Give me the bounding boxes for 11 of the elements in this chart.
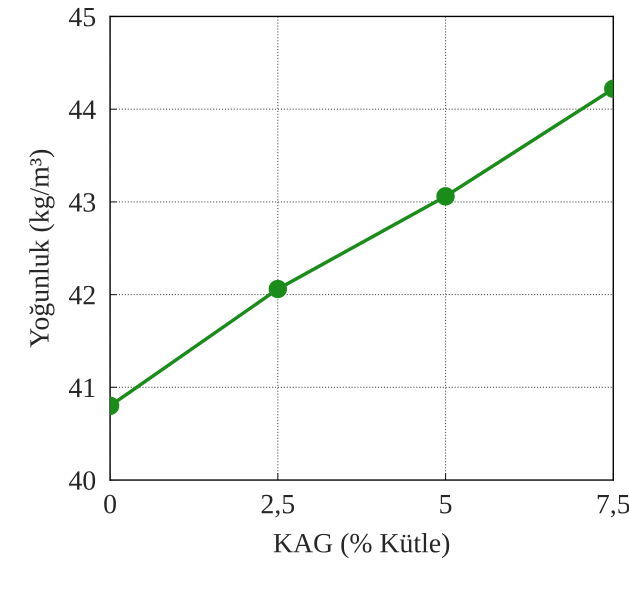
- y-tick-label: 42: [68, 286, 95, 304]
- x-tick-label: 5: [440, 495, 452, 514]
- y-tick-label: 45: [68, 8, 96, 26]
- y-tick-label: 43: [68, 193, 96, 212]
- y-tick-label: 41: [68, 378, 95, 397]
- x-tick-label: 0: [104, 494, 116, 514]
- x-tick-label: 2,5: [262, 494, 294, 518]
- y-tick-label: 40: [68, 471, 96, 490]
- x-axis-title: KAG (% Kütle): [274, 533, 450, 558]
- y-axis-title: Yoğunluk (kg/m³): [29, 150, 55, 348]
- y-tick-label: 44: [68, 100, 96, 119]
